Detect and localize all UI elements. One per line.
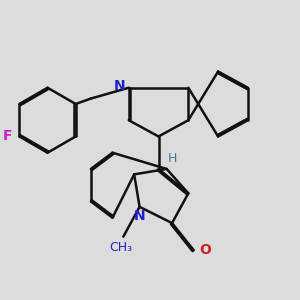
Text: O: O bbox=[199, 243, 211, 257]
Text: H: H bbox=[168, 152, 177, 165]
Text: CH₃: CH₃ bbox=[109, 241, 132, 254]
Text: N: N bbox=[134, 209, 146, 223]
Text: F: F bbox=[3, 130, 13, 143]
Text: N: N bbox=[113, 80, 125, 93]
